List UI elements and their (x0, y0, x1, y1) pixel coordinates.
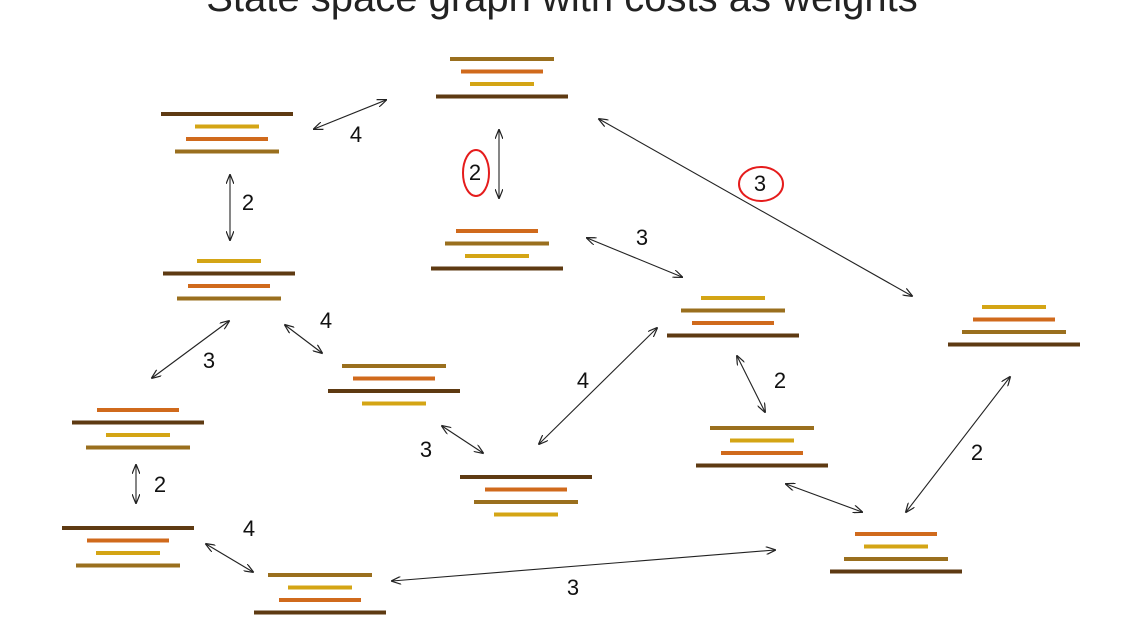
edge-cost-label: 2 (154, 472, 166, 497)
diagram-title: State space graph with costs as weights (0, 0, 1124, 21)
pancake-brown (962, 330, 1066, 334)
edge-arrow-s-left-bottom-s-bottom (206, 544, 253, 572)
pancake-gold (362, 401, 426, 406)
cost-labels-layer: 4 2 3 2 3 3 4 4 2 3 2 2 4 3 (154, 122, 983, 600)
pancake-brown (342, 364, 446, 368)
pancake-brown (445, 241, 549, 246)
pancake-dark (431, 266, 563, 271)
pancake-stack-s-center-top (431, 229, 563, 271)
edge-arrow-s-left-top-s-top (314, 100, 386, 129)
edge-cost-label: 2 (242, 190, 254, 215)
edge-arrow-s-bottom-s-right-bottom (392, 550, 775, 581)
edge-arrow-s-center-top-s-center (587, 238, 682, 277)
pancake-brown (76, 563, 180, 568)
edge-cost-label: 4 (320, 308, 332, 333)
edge-cost-label: 4 (243, 516, 255, 541)
pancake-dark (667, 333, 799, 338)
pancake-stack-s-left-mid (163, 259, 295, 301)
pancake-dark (163, 271, 295, 276)
pancake-gold (470, 82, 534, 86)
states-layer (62, 57, 1080, 615)
pancake-dark (62, 526, 194, 530)
pancake-gold (982, 305, 1046, 309)
pancake-orange (97, 408, 179, 412)
pancake-gold (730, 438, 794, 443)
edge-cost-label: 3 (203, 348, 215, 373)
pancake-stack-s-left-top (161, 112, 293, 154)
pancake-stack-s-right (948, 305, 1080, 347)
pancake-gold (197, 259, 261, 263)
pancake-dark (161, 112, 293, 116)
pancake-orange (188, 284, 270, 288)
edge-arrow-s-right-s-right-bottom (906, 377, 1010, 512)
pancake-brown (710, 426, 814, 430)
pancake-orange (87, 538, 169, 543)
pancake-dark (254, 610, 386, 615)
edge-cost-label: 3 (754, 171, 766, 196)
pancake-brown (86, 445, 190, 450)
pancake-orange (721, 451, 803, 455)
edge-cost-label: 4 (350, 122, 362, 147)
pancake-dark (436, 94, 568, 99)
pancake-orange (855, 532, 937, 536)
pancake-gold (864, 544, 928, 549)
edge-cost-label: 2 (971, 440, 983, 465)
pancake-stack-s-right-bottom (830, 532, 962, 574)
edge-cost-label: 3 (567, 575, 579, 600)
red-circle-annotation (462, 149, 490, 197)
edge-arrow-s-center-s-right-mid (737, 356, 765, 412)
edges-layer (136, 100, 1010, 581)
pancake-stack-s-center (667, 296, 799, 338)
pancake-brown (474, 500, 578, 504)
pancake-brown (681, 308, 785, 313)
pancake-dark (328, 389, 460, 393)
pancake-dark (948, 342, 1080, 347)
edge-cost-label: 2 (774, 368, 786, 393)
pancake-gold (701, 296, 765, 300)
pancake-brown (268, 573, 372, 577)
pancake-stack-s-left-bottom (62, 526, 194, 568)
pancake-brown (844, 557, 948, 561)
pancake-orange (485, 487, 567, 492)
pancake-stack-s-mid-lower (328, 364, 460, 406)
pancake-dark (460, 475, 592, 479)
pancake-brown (177, 296, 281, 301)
pancake-dark (696, 463, 828, 468)
red-circle-annotation (738, 166, 784, 202)
pancake-gold (494, 512, 558, 517)
pancake-orange (973, 317, 1055, 322)
edge-arrow-s-top-s-right (599, 119, 912, 296)
pancake-stack-s-right-mid (696, 426, 828, 468)
pancake-stack-s-top (436, 57, 568, 99)
pancake-dark (830, 569, 962, 574)
pancake-brown (175, 149, 279, 154)
edge-cost-label: 2 (469, 160, 481, 185)
pancake-gold (195, 124, 259, 129)
pancake-orange (461, 69, 543, 74)
edge-arrow-s-right-mid-s-right-bottom (786, 484, 862, 512)
edge-arrow-s-left-mid-s-mid-lower (285, 325, 322, 353)
edge-arrow-s-left-mid-s-left-lower (152, 321, 229, 378)
pancake-stack-s-bottom (254, 573, 386, 615)
pancake-gold (288, 585, 352, 590)
pancake-gold (465, 254, 529, 258)
pancake-orange (692, 321, 774, 325)
pancake-orange (353, 376, 435, 381)
pancake-gold (106, 433, 170, 437)
edge-cost-label: 3 (636, 225, 648, 250)
edge-cost-label: 4 (577, 368, 589, 393)
pancake-orange (279, 598, 361, 602)
edge-arrow-s-center-s-center-low (539, 328, 657, 444)
edge-cost-label: 3 (420, 437, 432, 462)
pancake-gold (96, 551, 160, 555)
pancake-orange (456, 229, 538, 233)
pancake-orange (186, 137, 268, 141)
pancake-dark (72, 420, 204, 425)
pancake-stack-s-left-lower (72, 408, 204, 450)
edge-arrow-s-mid-lower-s-center-low (442, 426, 483, 453)
pancake-stack-s-center-low (460, 475, 592, 517)
pancake-brown (450, 57, 554, 61)
